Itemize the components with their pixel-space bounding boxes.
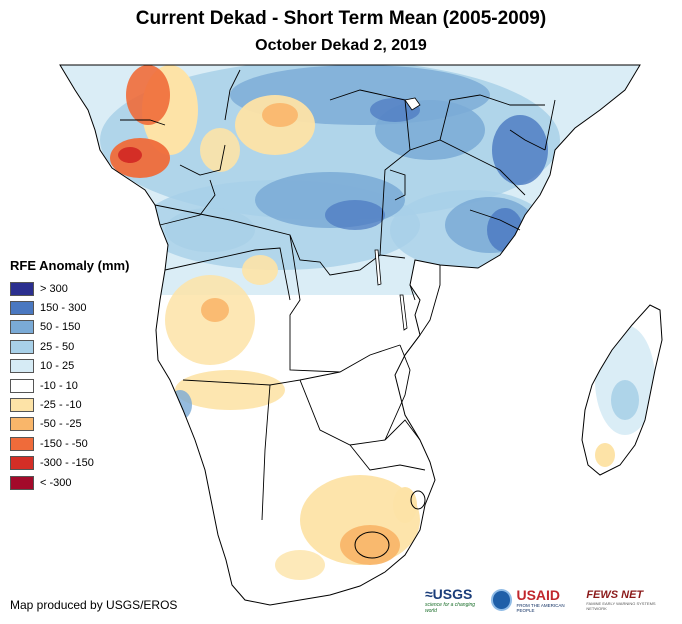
map-subtitle: October Dekad 2, 2019: [255, 37, 427, 54]
legend-row: 150 - 300: [10, 298, 160, 317]
map-title: Current Dekad - Short Term Mean (2005-20…: [135, 8, 547, 29]
legend-swatch: [10, 436, 34, 451]
legend-row: 10 - 25: [10, 357, 160, 376]
legend-swatch: [10, 475, 34, 490]
country-borders: [120, 69, 556, 521]
legend-swatch: [10, 359, 34, 374]
legend-swatch: [10, 339, 34, 354]
legend-label: -25 - -10: [40, 399, 82, 412]
legend: RFE Anomaly (mm) > 300 150 - 300 50 - 150 2…: [10, 258, 160, 492]
legend-swatch: [10, 281, 34, 296]
anomaly-fields: [60, 65, 660, 580]
legend-label: 10 - 25: [40, 360, 75, 373]
usaid-pre-text: US: [516, 587, 536, 603]
legend-label: -300 - -150: [40, 457, 94, 470]
legend-row: 50 - 150: [10, 318, 160, 337]
legend-row: 25 - 50: [10, 337, 160, 356]
fews-net-tagline: FAMINE EARLY WARNING SYSTEMS NETWORK: [586, 601, 656, 611]
legend-swatch: [10, 301, 34, 316]
usaid-post-text: AID: [535, 587, 561, 603]
usgs-tagline: science for a changing world: [425, 602, 476, 614]
fews-net-text: FEWS NET: [586, 589, 644, 601]
lake-tanganyika: [374, 249, 382, 286]
legend-label: > 300: [40, 282, 68, 295]
legend-label: < -300: [40, 476, 72, 489]
fews-net-logo: FEWS NET FAMINE EARLY WARNING SYSTEMS NE…: [586, 589, 675, 611]
legend-row: < -300: [10, 473, 160, 492]
legend-swatch: [10, 378, 34, 393]
usgs-logo: ≈USGS science for a changing world: [425, 586, 487, 614]
legend-title: RFE Anomaly (mm): [10, 258, 130, 273]
legend-label: -50 - -25: [40, 418, 82, 431]
lake-malawi: [399, 294, 408, 331]
legend-row: -25 - -10: [10, 395, 160, 414]
legend-row: -10 - 10: [10, 376, 160, 395]
legend-label: -150 - -50: [40, 437, 88, 450]
usgs-logo-text: ≈USGS: [425, 586, 473, 602]
legend-label: 150 - 300: [40, 302, 87, 315]
noaa-logo-icon: [490, 589, 513, 611]
usaid-logo: USAID FROM THE AMERICAN PEOPLE: [516, 587, 582, 613]
legend-label: 50 - 150: [40, 321, 81, 334]
eswatini-border: [410, 490, 426, 510]
lesotho-border: [354, 531, 390, 559]
legend-row: > 300: [10, 279, 160, 298]
usaid-tagline: FROM THE AMERICAN PEOPLE: [516, 603, 565, 613]
map-credit: Map produced by USGS/EROS: [10, 598, 178, 612]
legend-row: -150 - -50: [10, 434, 160, 453]
legend-label: -10 - 10: [40, 379, 78, 392]
legend-swatch: [10, 417, 34, 432]
legend-label: 25 - 50: [40, 340, 75, 353]
partner-logos: ≈USGS science for a changing world USAID…: [425, 584, 675, 616]
legend-swatch: [10, 320, 34, 335]
legend-swatch: [10, 456, 34, 471]
legend-row: -50 - -25: [10, 415, 160, 434]
legend-row: -300 - -150: [10, 454, 160, 473]
lake-victoria: [404, 97, 421, 111]
legend-swatch: [10, 398, 34, 413]
